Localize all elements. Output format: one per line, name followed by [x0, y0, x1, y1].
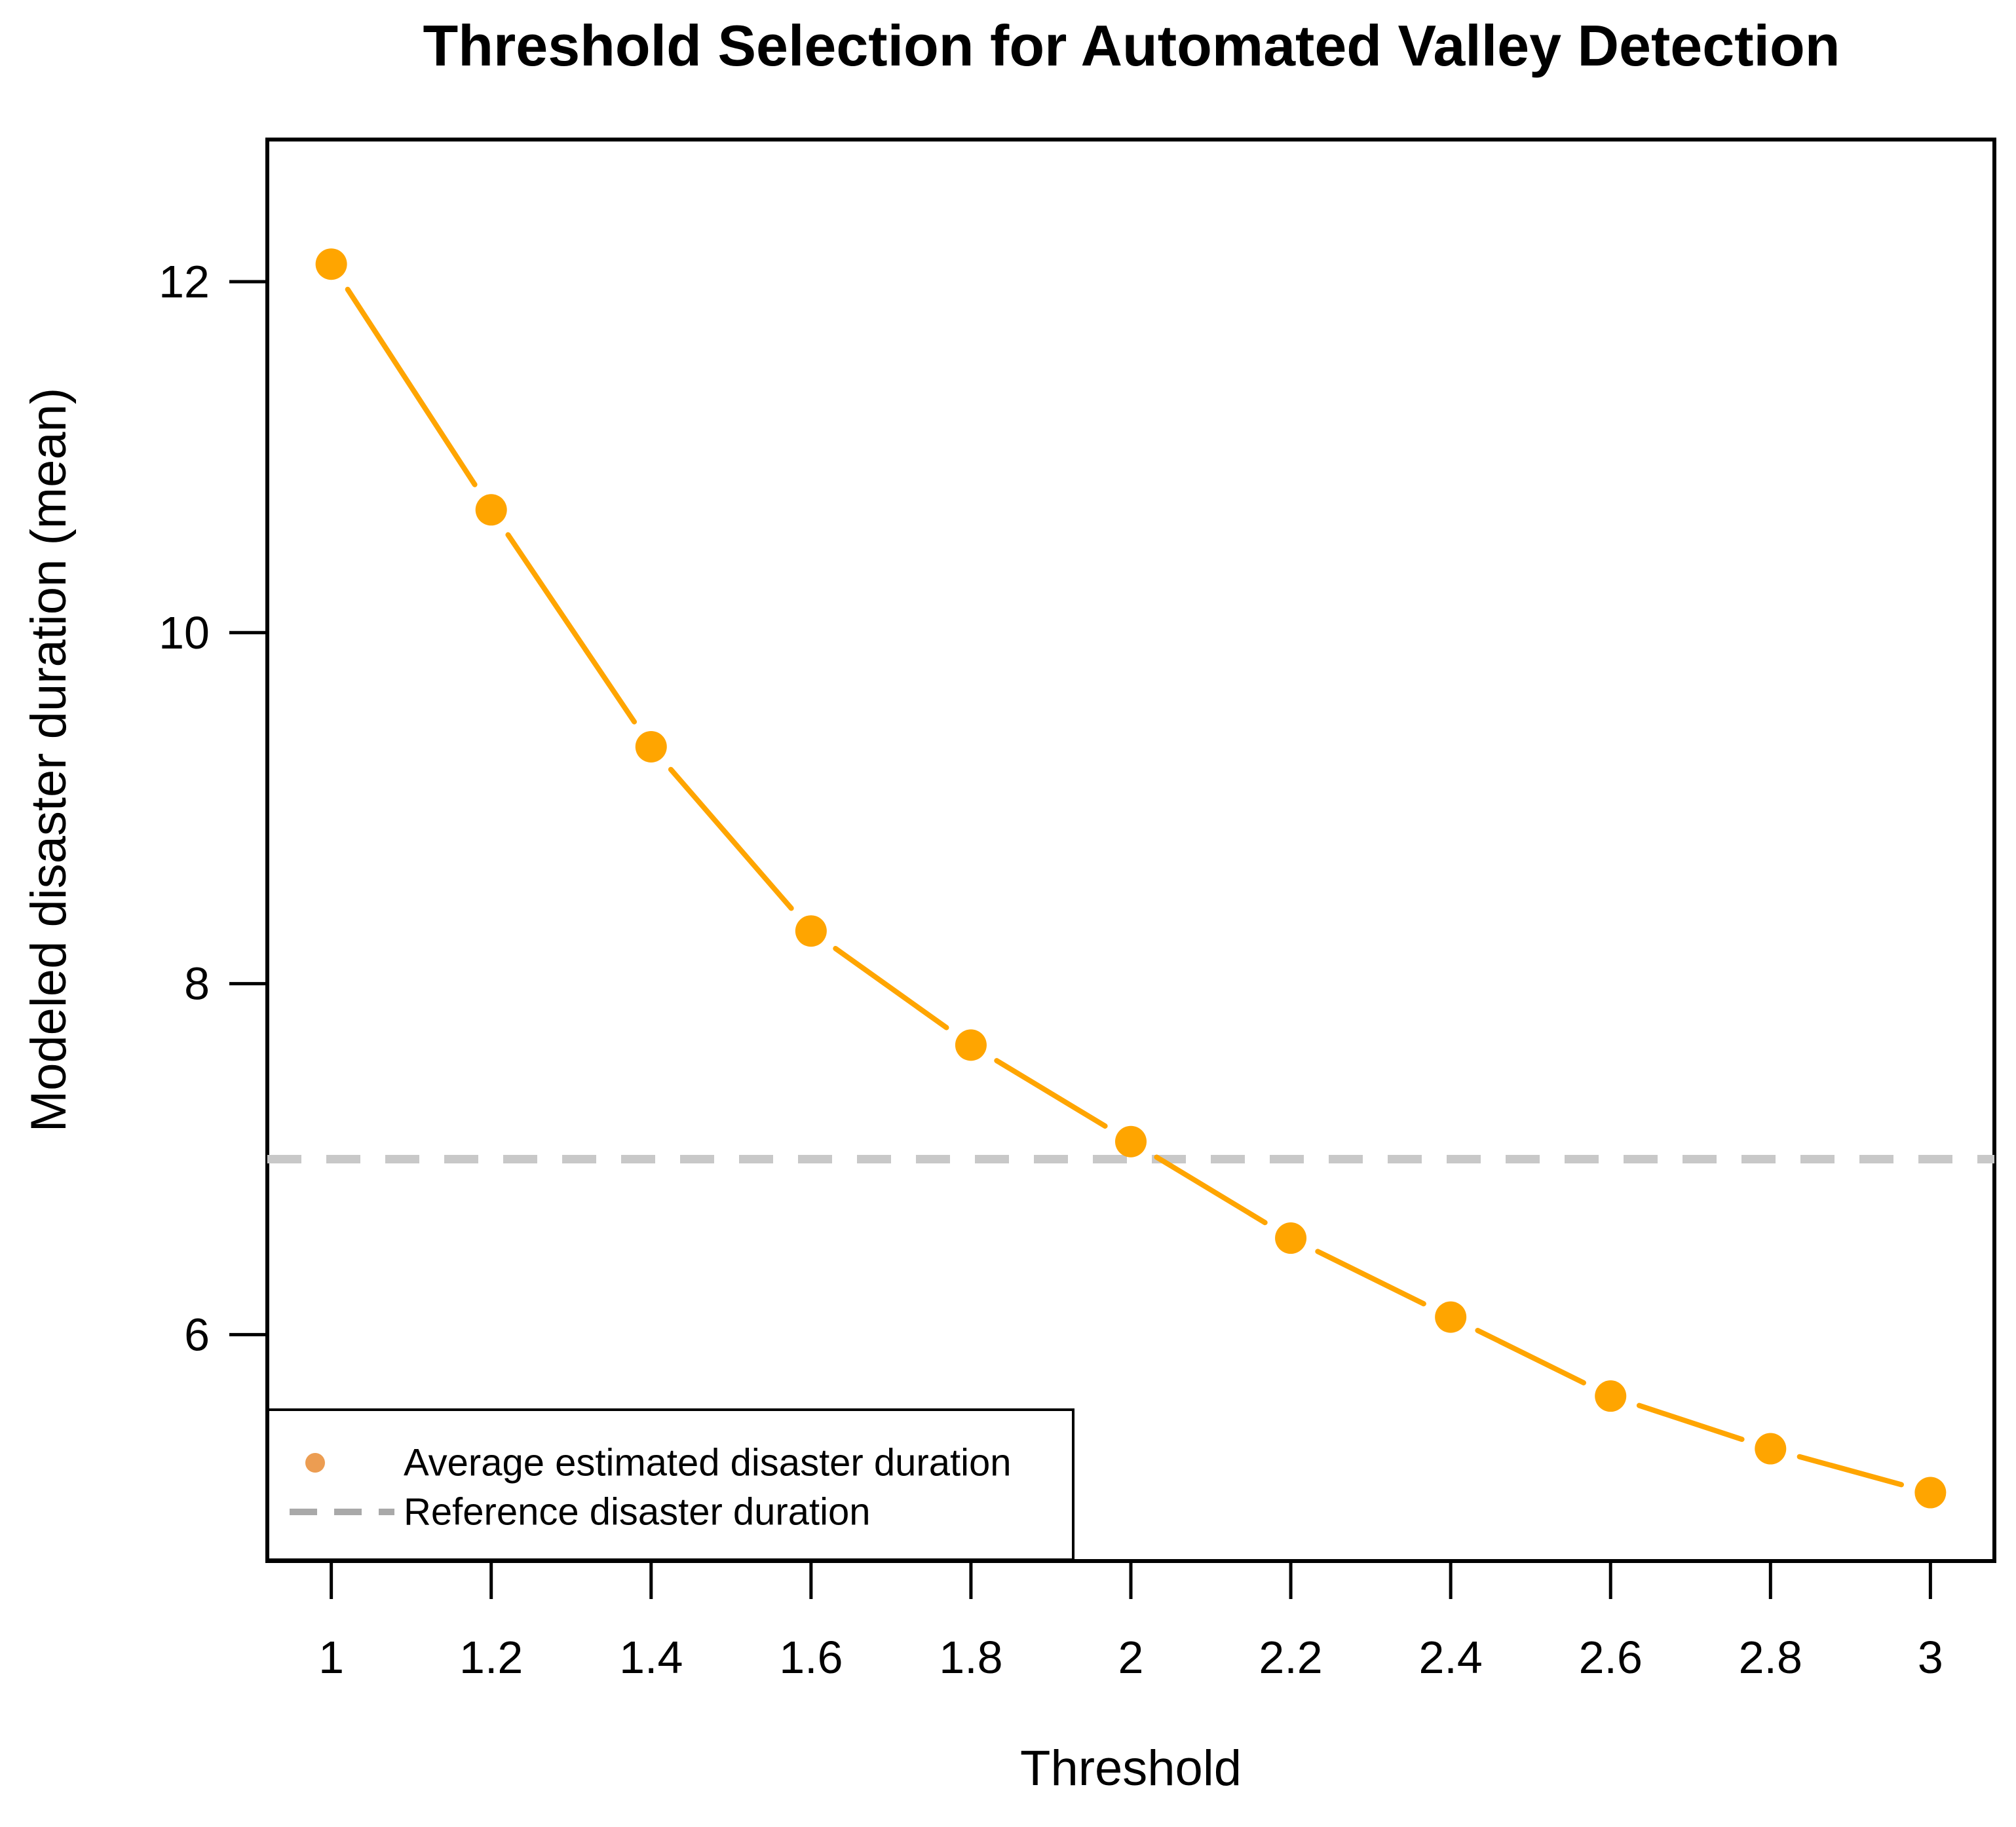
series-line-segment — [1797, 1454, 1905, 1488]
legend-label-average: Average estimated disaster duration — [404, 1442, 1011, 1484]
plot-border — [265, 138, 1996, 1563]
y-tick-label: 8 — [184, 958, 210, 1009]
chart-title: Threshold Selection for Automated Valley… — [423, 13, 1840, 78]
series-line-segment — [1475, 1327, 1586, 1385]
data-point — [795, 915, 827, 947]
x-tick-label: 1.8 — [939, 1632, 1002, 1683]
data-point — [635, 730, 667, 763]
legend-label-reference: Reference disaster duration — [404, 1491, 871, 1534]
series-line-segment — [994, 1058, 1108, 1129]
data-point — [475, 494, 507, 526]
x-tick-label: 2.2 — [1259, 1632, 1322, 1683]
x-tick-label: 1.2 — [459, 1632, 523, 1683]
x-tick-label: 2.6 — [1579, 1632, 1643, 1683]
legend: Average estimated disaster duration Refe… — [267, 1408, 1075, 1561]
x-tick-label: 1.4 — [619, 1632, 683, 1683]
data-point — [1595, 1380, 1627, 1412]
legend-box — [267, 1408, 1075, 1561]
x-axis-ticks: 1 1.2 1.4 1.6 1.8 2 2.2 2.4 2.6 2.8 3 — [318, 1561, 1943, 1683]
x-tick-label: 2 — [1118, 1632, 1144, 1683]
x-tick-label: 2.8 — [1739, 1632, 1802, 1683]
legend-point-marker-icon — [305, 1453, 325, 1473]
series-line-segment — [833, 945, 949, 1030]
y-tick-label: 12 — [159, 256, 210, 307]
data-point — [1435, 1301, 1467, 1333]
y-tick-label: 10 — [159, 607, 210, 658]
data-point — [955, 1029, 987, 1061]
data-point — [1914, 1477, 1947, 1509]
series-line-segment — [668, 766, 794, 911]
x-axis-label: Threshold — [1020, 1741, 1242, 1796]
series-line-segment — [505, 532, 637, 725]
y-axis-label: Modeled disaster duration (mean) — [21, 388, 77, 1132]
x-tick-label: 2.4 — [1418, 1632, 1482, 1683]
x-tick-label: 1.6 — [779, 1632, 843, 1683]
data-point — [1115, 1125, 1147, 1158]
data-point — [1275, 1222, 1307, 1254]
series-line-segment — [345, 286, 478, 487]
x-tick-label: 3 — [1918, 1632, 1943, 1683]
y-tick-label: 6 — [184, 1309, 210, 1360]
data-point — [1755, 1433, 1787, 1465]
series-line-segment — [1154, 1154, 1268, 1226]
y-axis-ticks: 6 8 10 12 — [159, 256, 267, 1360]
data-point — [315, 248, 347, 280]
data-series — [315, 248, 1947, 1509]
x-tick-label: 1 — [318, 1632, 344, 1683]
series-line-segment — [1636, 1403, 1745, 1442]
series-line-segment — [1315, 1249, 1426, 1307]
